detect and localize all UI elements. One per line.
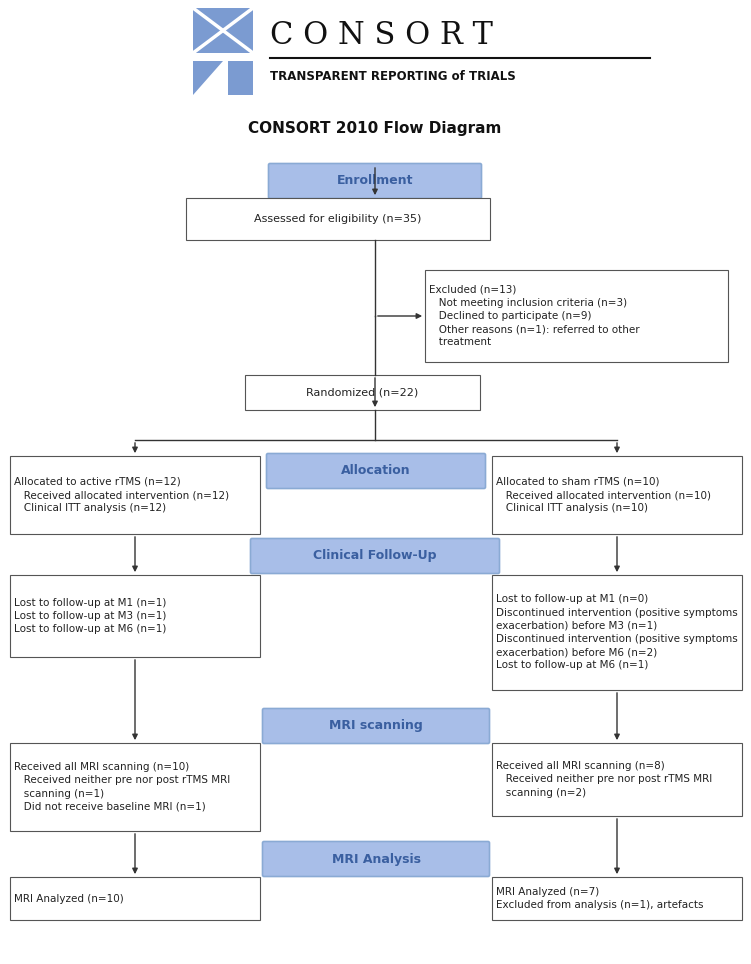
FancyBboxPatch shape: [263, 842, 490, 876]
Bar: [228, 61, 253, 95]
Text: Clinical Follow-Up: Clinical Follow-Up: [313, 549, 437, 563]
Text: Assessed for eligibility (n=35): Assessed for eligibility (n=35): [255, 214, 422, 224]
Text: MRI Analysis: MRI Analysis: [331, 852, 421, 866]
Text: MRI Analyzed (n=7)
Excluded from analysis (n=1), artefacts: MRI Analyzed (n=7) Excluded from analysi…: [496, 887, 704, 910]
FancyBboxPatch shape: [10, 743, 260, 831]
FancyBboxPatch shape: [10, 456, 260, 534]
Text: Allocated to active rTMS (n=12)
   Received allocated intervention (n=12)
   Cli: Allocated to active rTMS (n=12) Received…: [14, 477, 229, 513]
Bar: [193, 53, 253, 61]
FancyBboxPatch shape: [245, 375, 480, 410]
FancyBboxPatch shape: [492, 877, 742, 920]
Text: Received all MRI scanning (n=10)
   Received neither pre nor post rTMS MRI
   sc: Received all MRI scanning (n=10) Receive…: [14, 763, 231, 812]
FancyBboxPatch shape: [492, 456, 742, 534]
Text: MRI Analyzed (n=10): MRI Analyzed (n=10): [14, 894, 124, 903]
FancyBboxPatch shape: [425, 270, 728, 362]
FancyBboxPatch shape: [10, 877, 260, 920]
FancyBboxPatch shape: [492, 743, 742, 816]
Text: Received all MRI scanning (n=8)
   Received neither pre nor post rTMS MRI
   sca: Received all MRI scanning (n=8) Received…: [496, 762, 712, 797]
Text: Randomized (n=22): Randomized (n=22): [306, 388, 418, 397]
Text: Allocated to sham rTMS (n=10)
   Received allocated intervention (n=10)
   Clini: Allocated to sham rTMS (n=10) Received a…: [496, 477, 711, 513]
Text: Lost to follow-up at M1 (n=1)
Lost to follow-up at M3 (n=1)
Lost to follow-up at: Lost to follow-up at M1 (n=1) Lost to fo…: [14, 598, 167, 634]
Text: Lost to follow-up at M1 (n=0)
Discontinued intervention (positive symptoms
exace: Lost to follow-up at M1 (n=0) Discontinu…: [496, 595, 737, 671]
Text: MRI scanning: MRI scanning: [329, 719, 423, 733]
FancyBboxPatch shape: [263, 709, 490, 743]
Text: Excluded (n=13)
   Not meeting inclusion criteria (n=3)
   Declined to participa: Excluded (n=13) Not meeting inclusion cr…: [429, 284, 640, 347]
FancyBboxPatch shape: [10, 575, 260, 657]
FancyBboxPatch shape: [492, 575, 742, 690]
Polygon shape: [193, 61, 223, 95]
FancyBboxPatch shape: [251, 539, 499, 574]
Bar: [193, 8, 253, 53]
Text: Enrollment: Enrollment: [336, 174, 413, 188]
Text: Allocation: Allocation: [341, 465, 411, 477]
FancyBboxPatch shape: [269, 164, 481, 199]
FancyBboxPatch shape: [186, 198, 490, 240]
Text: TRANSPARENT REPORTING of TRIALS: TRANSPARENT REPORTING of TRIALS: [270, 69, 516, 83]
Polygon shape: [193, 8, 253, 53]
Text: C O N S O R T: C O N S O R T: [270, 19, 493, 50]
FancyBboxPatch shape: [267, 453, 485, 489]
Text: CONSORT 2010 Flow Diagram: CONSORT 2010 Flow Diagram: [249, 120, 502, 136]
